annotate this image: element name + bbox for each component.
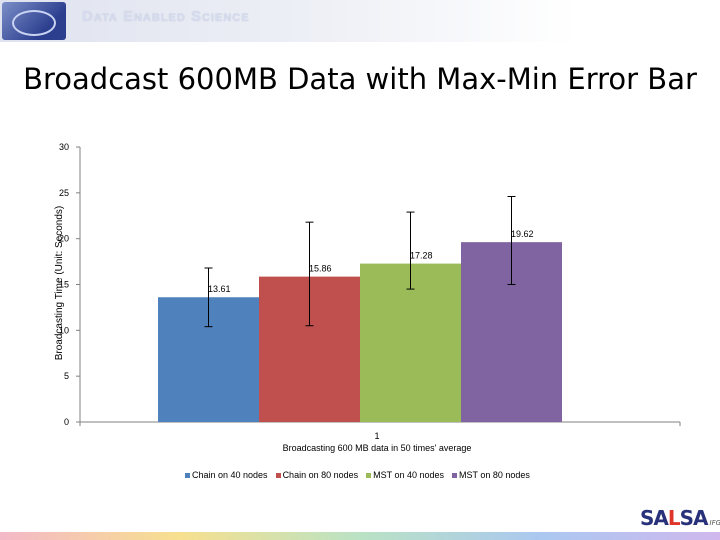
data-label: 15.86 [309,264,332,274]
legend-label: MST on 40 nodes [373,470,445,480]
legend-item: Chain on 80 nodes [275,470,359,480]
y-tick-label: 25 [59,188,69,198]
y-tick-label: 10 [59,325,69,335]
legend-label: Chain on 80 nodes [282,470,359,480]
legend-item: MST on 40 nodes [366,470,444,480]
legend-item: MST on 80 nodes [452,470,530,480]
legend-item: Chain on 40 nodes [185,470,268,480]
y-axis-title: Broadcasting Time (Unit: Seconds) [54,206,65,361]
y-tick-label: 0 [64,417,69,427]
legend-swatch [366,472,372,478]
data-label: 19.62 [511,229,534,239]
y-tick-label: 15 [59,280,69,290]
logo-text: L [667,506,681,530]
header-title: Data Enabled Science [82,8,250,25]
salsa-logo: SALSA IFG [640,506,720,530]
legend-label: Chain on 40 nodes [192,470,268,480]
data-label: 17.28 [410,251,433,261]
legend-swatch [452,472,458,478]
bottom-band [0,532,720,540]
logo-text: SA [640,506,669,530]
data-label: 13.61 [208,284,231,294]
logo-icon [2,2,66,40]
legend-swatch [185,472,190,478]
x-axis-title: Broadcasting 600 MB data in 50 times' av… [283,443,472,453]
x-tick-label: 1 [374,431,379,441]
y-tick-label: 30 [59,142,69,152]
logo-subtext: IFG [709,519,720,527]
header-band: Data Enabled Science [0,0,720,42]
legend: Chain on 40 nodes Chain on 80 nodes MST … [185,470,534,480]
logo-text: SA [679,506,709,530]
legend-label: MST on 80 nodes [459,470,530,480]
y-tick-label: 20 [59,234,69,244]
y-tick-label: 5 [64,371,69,381]
bar [360,263,461,422]
slide-title: Broadcast 600MB Data with Max-Min Error … [23,62,697,96]
legend-swatch [275,472,281,478]
